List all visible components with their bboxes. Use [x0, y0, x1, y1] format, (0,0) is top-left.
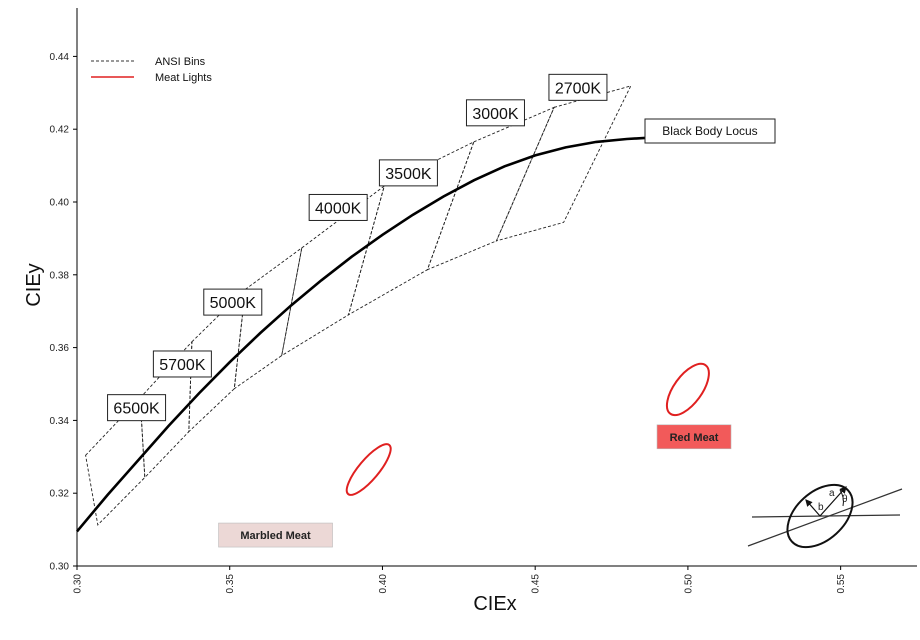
cct-label: 2700K — [555, 80, 602, 97]
legend-label: Meat Lights — [155, 72, 212, 84]
y-tick-label: 0.40 — [50, 198, 70, 209]
inset-label-theta: θ — [842, 494, 848, 505]
meat-label-box — [218, 522, 333, 548]
meat-label-box — [656, 424, 732, 450]
cct-label: 6500K — [113, 401, 160, 418]
cct-label: 3000K — [472, 106, 519, 123]
black-body-locus-line — [76, 135, 658, 533]
y-tick-label: 0.32 — [50, 489, 70, 500]
inset-arrow-a — [819, 486, 847, 517]
y-tick-label: 0.42 — [50, 125, 70, 136]
inset-ellipse — [786, 483, 854, 549]
cct-label-box — [465, 99, 525, 127]
inset-label-b: b — [818, 502, 824, 513]
inset-arrow-b — [805, 499, 821, 517]
locus-label-box — [644, 118, 776, 144]
inset-tilted-axis — [747, 488, 903, 547]
y-tick-label: 0.34 — [50, 416, 70, 427]
meat-light-layer — [345, 362, 710, 496]
inset-theta-arc — [839, 489, 844, 507]
ansi-bin-quad — [426, 106, 555, 271]
y-tick-label: 0.38 — [50, 270, 70, 281]
meat-light-ellipse — [665, 362, 710, 417]
x-tick-label: 0.45 — [531, 574, 542, 594]
meat-label: Red Meat — [670, 432, 719, 444]
x-axis-title: CIEx — [473, 593, 516, 615]
cct-label-box — [378, 159, 438, 187]
axes-layer: 0.30 0.32 0.34 0.36 0.38 0.40 0.42 0.44 0.30 0.35… — [23, 8, 917, 615]
inset-label-a: a — [829, 488, 835, 499]
meat-label: Marbled Meat — [240, 530, 311, 542]
x-tick-label: 0.50 — [683, 574, 694, 594]
y-tick-label: 0.30 — [50, 562, 70, 573]
ansi-bin-quad — [233, 246, 303, 390]
black-body-locus-label: Black Body Locus — [662, 124, 757, 138]
cct-label-box — [203, 288, 263, 316]
x-tick-label: 0.40 — [378, 574, 389, 594]
label-layer: Marbled Meat Red Meat 6500K 5700K 5000K 4000K… — [107, 73, 776, 548]
ansi-bin-quad — [495, 85, 632, 242]
cct-label-box — [152, 350, 212, 378]
cct-label-box — [548, 73, 608, 101]
x-tick-label: 0.30 — [73, 574, 84, 594]
x-tick-label: 0.55 — [836, 574, 847, 594]
cct-label: 5700K — [159, 357, 206, 374]
y-tick-label: 0.44 — [50, 52, 70, 63]
legend-label: ANSI Bins — [155, 56, 206, 68]
cct-label-box — [107, 394, 167, 422]
cct-label-box — [308, 193, 368, 221]
meat-light-ellipse — [345, 443, 392, 496]
ellipse-parameter-diagram: ab θ — [747, 483, 903, 549]
y-tick-label: 0.36 — [50, 343, 70, 354]
cct-label: 5000K — [210, 295, 257, 312]
black-body-locus-layer — [76, 135, 658, 533]
legend: ANSI Bins Meat Lights — [91, 56, 212, 84]
cct-label: 3500K — [385, 166, 432, 183]
y-axis-title: CIEy — [23, 263, 45, 306]
cct-label: 4000K — [315, 200, 362, 217]
x-tick-label: 0.35 — [225, 574, 236, 594]
inset-horizontal-axis — [751, 514, 901, 518]
